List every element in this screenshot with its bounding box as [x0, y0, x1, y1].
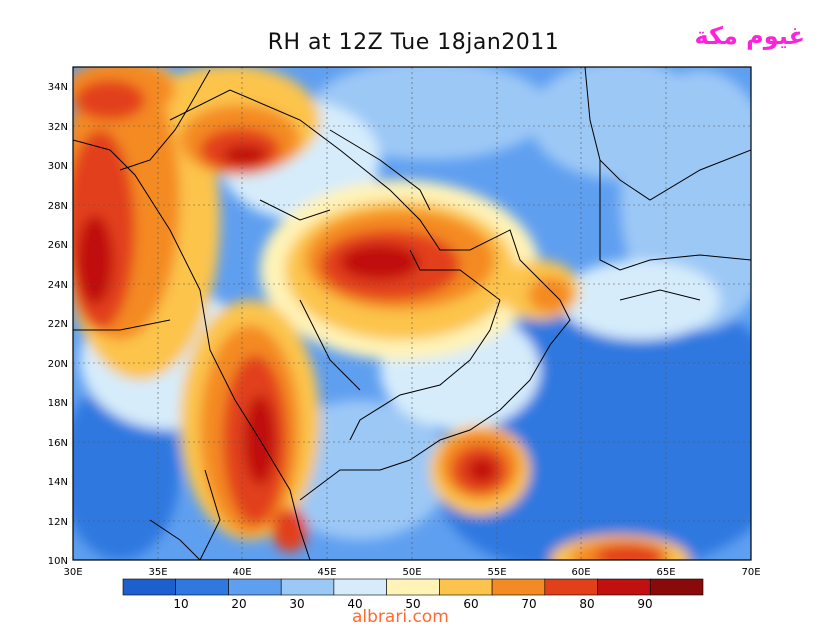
lon-tick-50e: 50E: [402, 567, 421, 578]
lon-tick-70e: 70E: [741, 567, 760, 578]
colorbar-swatch: [280, 578, 335, 596]
map-frame: [72, 66, 752, 561]
colorbar-swatch: [544, 578, 598, 596]
colorbar-legend: [122, 578, 704, 596]
watermark-text: albrari.com: [352, 607, 449, 627]
lat-axis: 10N 12N 14N 16N 18N 20N 22N 24N 26N 28N …: [48, 82, 68, 567]
lat-tick-14n: 14N: [48, 477, 68, 488]
colorbar-label: 70: [521, 597, 536, 611]
colorbar-label: 10: [173, 597, 188, 611]
colorbar-swatch: [175, 578, 229, 596]
colorbar-swatch: [439, 578, 493, 596]
colorbar-labels: 10 20 30 40 50 60 70 80 90: [173, 597, 652, 611]
colorbar-label: 90: [637, 597, 652, 611]
lat-tick-34n: 34N: [48, 82, 68, 93]
lon-tick-30e: 30E: [63, 567, 82, 578]
colorbar-label: 20: [231, 597, 246, 611]
lat-tick-30n: 30N: [48, 161, 68, 172]
colorbar-swatch: [597, 578, 651, 596]
lat-tick-26n: 26N: [48, 240, 68, 251]
colorbar-label: 40: [347, 597, 362, 611]
lat-tick-32n: 32N: [48, 122, 68, 133]
country-borders: [73, 67, 751, 560]
lat-lon-grid: [73, 67, 751, 560]
lon-tick-60e: 60E: [571, 567, 590, 578]
colorbar-label: 30: [289, 597, 304, 611]
colorbar-label: 80: [579, 597, 594, 611]
colorbar-swatch: [228, 578, 282, 596]
lat-tick-12n: 12N: [48, 517, 68, 528]
colorbar-swatch: [386, 578, 440, 596]
lat-tick-20n: 20N: [48, 359, 68, 370]
lat-tick-22n: 22N: [48, 319, 68, 330]
colorbar-label: 50: [405, 597, 420, 611]
lon-tick-65e: 65E: [656, 567, 675, 578]
lat-tick-28n: 28N: [48, 201, 68, 212]
lat-tick-10n: 10N: [48, 556, 68, 567]
lon-tick-55e: 55E: [487, 567, 506, 578]
lat-tick-24n: 24N: [48, 280, 68, 291]
colorbar-swatch: [649, 578, 704, 596]
colorbar-label: 60: [463, 597, 478, 611]
lat-tick-18n: 18N: [48, 398, 68, 409]
colorbar-swatch: [491, 578, 546, 596]
lon-tick-40e: 40E: [232, 567, 251, 578]
colorbar-swatch: [333, 578, 387, 596]
map-title: RH at 12Z Tue 18jan2011: [267, 30, 560, 55]
lon-axis: 30E 35E 40E 45E 50E 55E 60E 65E 70E: [63, 567, 760, 578]
lat-tick-16n: 16N: [48, 438, 68, 449]
humidity-field: [73, 67, 751, 560]
colorbar-swatch: [122, 578, 177, 596]
lon-tick-35e: 35E: [148, 567, 167, 578]
lon-tick-45e: 45E: [317, 567, 336, 578]
brand-logo-text: غيوم مكة: [694, 22, 805, 50]
